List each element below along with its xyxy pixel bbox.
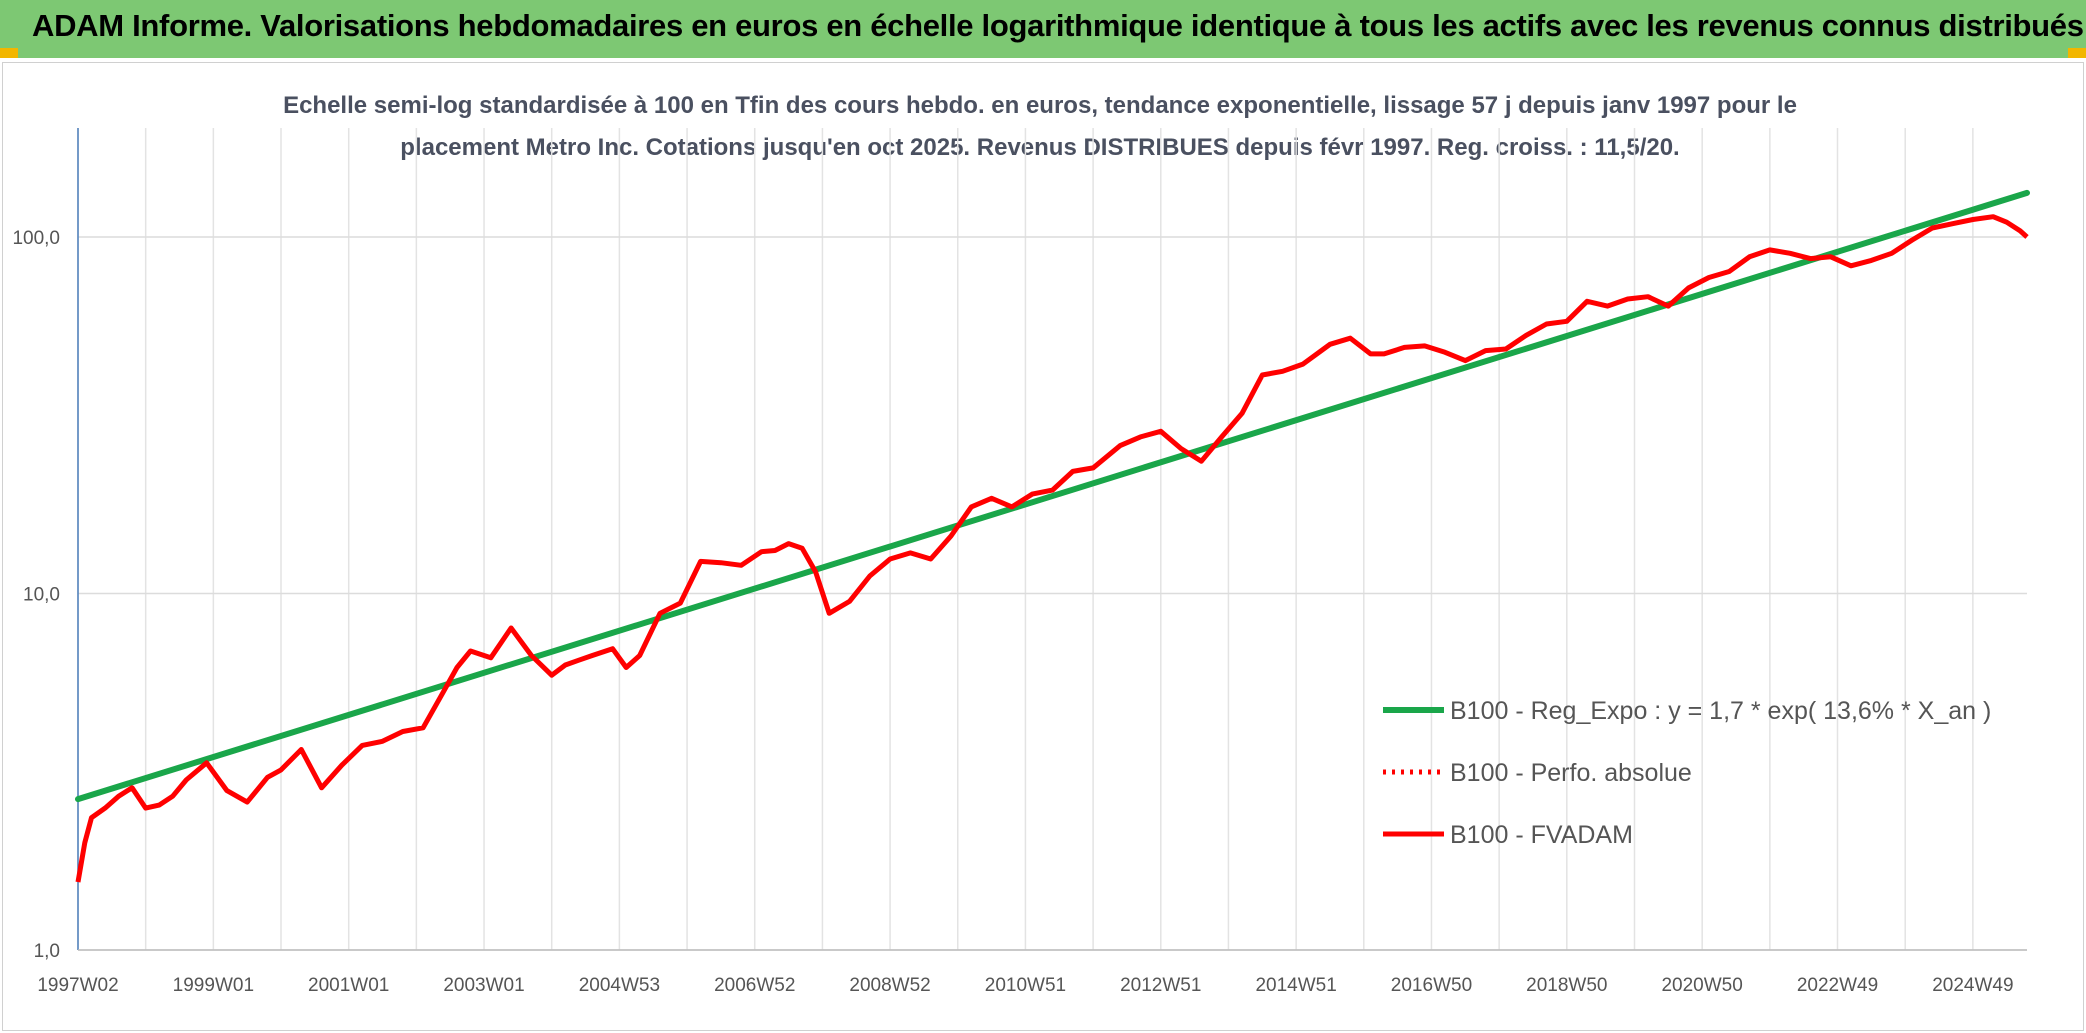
x-tick-label: 1997W02	[37, 975, 118, 996]
corner-marker-right	[2068, 48, 2086, 58]
header-banner: ADAM Informe. Valorisations hebdomadaire…	[0, 0, 2086, 58]
x-tick-label: 2016W50	[1391, 975, 1472, 996]
chart-title-line-2: placement Metro Inc. Cotations jusqu'en …	[400, 134, 1680, 161]
report-title: ADAM Informe. Valorisations hebdomadaire…	[32, 8, 2084, 43]
y-tick-label: 10,0	[23, 585, 60, 606]
legend-perfo-absolue-label: B100 - Perfo. absolue	[1450, 759, 1692, 787]
y-tick-label: 1,0	[34, 941, 60, 962]
y-tick-label: 100,0	[12, 228, 60, 249]
x-tick-label: 2018W50	[1526, 975, 1607, 996]
chart-title-line-1: Echelle semi-log standardisée à 100 en T…	[283, 92, 1797, 119]
x-tick-label: 2001W01	[308, 975, 389, 996]
legend-fvadam-label: B100 - FVADAM	[1450, 821, 1633, 849]
x-tick-label: 2010W51	[985, 975, 1066, 996]
x-tick-label: 1999W01	[173, 975, 254, 996]
x-tick-label: 2024W49	[1932, 975, 2013, 996]
x-tick-label: 2004W53	[579, 975, 660, 996]
x-tick-label: 2006W52	[714, 975, 795, 996]
legend-reg-expo-label: B100 - Reg_Expo : y = 1,7 * exp( 13,6% *…	[1450, 697, 1991, 725]
series-reg-expo-line	[75, 189, 2030, 803]
x-tick-label: 2012W51	[1120, 975, 1201, 996]
x-tick-label: 2003W01	[443, 975, 524, 996]
x-tick-label: 2022W49	[1797, 975, 1878, 996]
x-tick-label: 2008W52	[849, 975, 930, 996]
corner-marker-left	[0, 48, 18, 58]
series-fvadam-line	[75, 214, 2029, 883]
x-tick-label: 2020W50	[1661, 975, 1742, 996]
x-tick-label: 2014W51	[1255, 975, 1336, 996]
